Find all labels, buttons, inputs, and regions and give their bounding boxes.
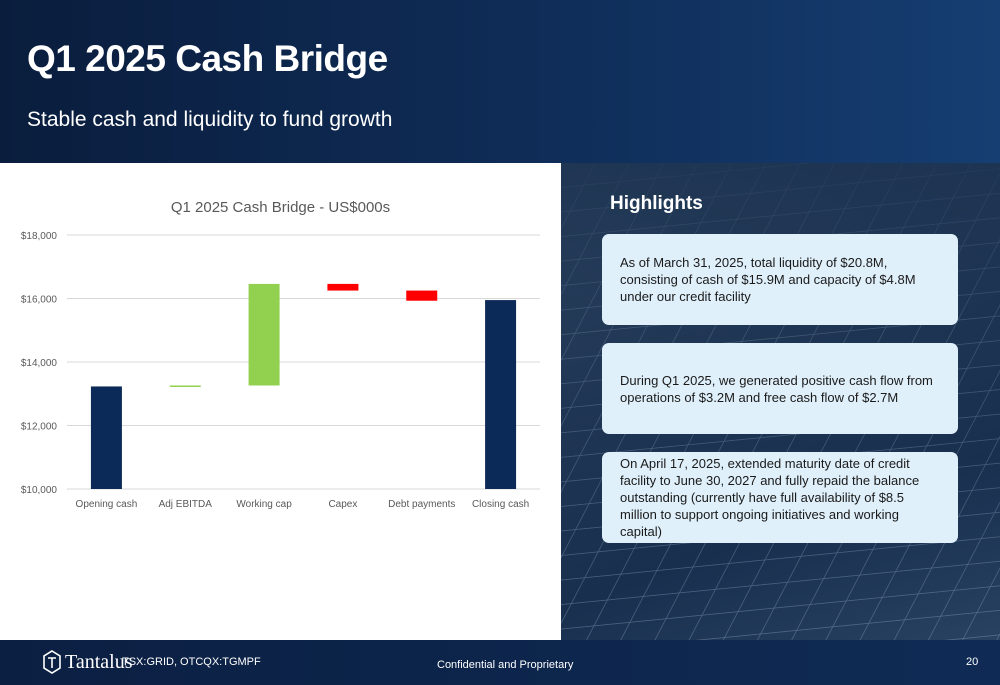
x-tick-label: Adj EBITDA [159, 499, 213, 510]
cash-bridge-chart: $10,000 $12,000 $14,000 $16,000 $18,000 Openi… [21, 231, 540, 510]
footer: Tantalus TSX:GRID, OTCQX:TGMPF Confident… [0, 640, 1000, 685]
highlight-card-liquidity: As of March 31, 2025, total liquidity of… [602, 234, 958, 325]
page-subtitle: Stable cash and liquidity to fund growth [27, 108, 393, 131]
highlights-panel: Highlights As of March 31, 2025, total l… [561, 163, 1000, 640]
tantalus-logo-icon [43, 650, 61, 674]
ticker-symbols: TSX:GRID, OTCQX:TGMPF [122, 656, 261, 668]
bar-capex [327, 283, 359, 291]
confidential-notice: Confidential and Proprietary [437, 659, 574, 671]
x-tick-label: Debt payments [388, 499, 455, 510]
page-title: Q1 2025 Cash Bridge [27, 38, 388, 79]
header-banner: Q1 2025 Cash Bridge Stable cash and liqu… [0, 0, 1000, 163]
y-tick-label: $18,000 [21, 231, 58, 242]
highlight-card-credit-facility: On April 17, 2025, extended maturity dat… [602, 452, 958, 543]
bar-adj-ebitda [169, 385, 201, 387]
chart-title: Q1 2025 Cash Bridge - US$000s [170, 199, 391, 216]
highlight-card-text: On April 17, 2025, extended maturity dat… [620, 456, 920, 539]
y-tick-label: $14,000 [21, 358, 58, 369]
logo-wordmark: Tantalus [65, 650, 133, 673]
bar-closing-cash [485, 300, 517, 489]
highlights-title: Highlights [610, 193, 703, 214]
highlight-card-text: During Q1 2025, we generated positive ca… [620, 372, 933, 405]
bar-opening-cash [90, 386, 122, 489]
y-tick-label: $10,000 [21, 485, 58, 496]
x-tick-label: Capex [328, 499, 357, 510]
y-tick-label: $12,000 [21, 422, 58, 433]
x-tick-label: Closing cash [472, 499, 529, 510]
chart-panel: Q1 2025 Cash Bridge - US$000s $10,000 $12… [0, 163, 561, 640]
y-tick-label: $16,000 [21, 295, 58, 306]
bar-debt-payments [406, 290, 438, 301]
x-tick-label: Working cap [236, 499, 292, 510]
highlight-card-text: As of March 31, 2025, total liquidity of… [620, 255, 916, 304]
x-tick-label: Opening cash [76, 499, 138, 510]
bar-working-cap [248, 283, 280, 386]
highlight-card-cash-flow: During Q1 2025, we generated positive ca… [602, 343, 958, 434]
company-logo: Tantalus [42, 649, 132, 675]
page-number: 20 [966, 656, 979, 668]
